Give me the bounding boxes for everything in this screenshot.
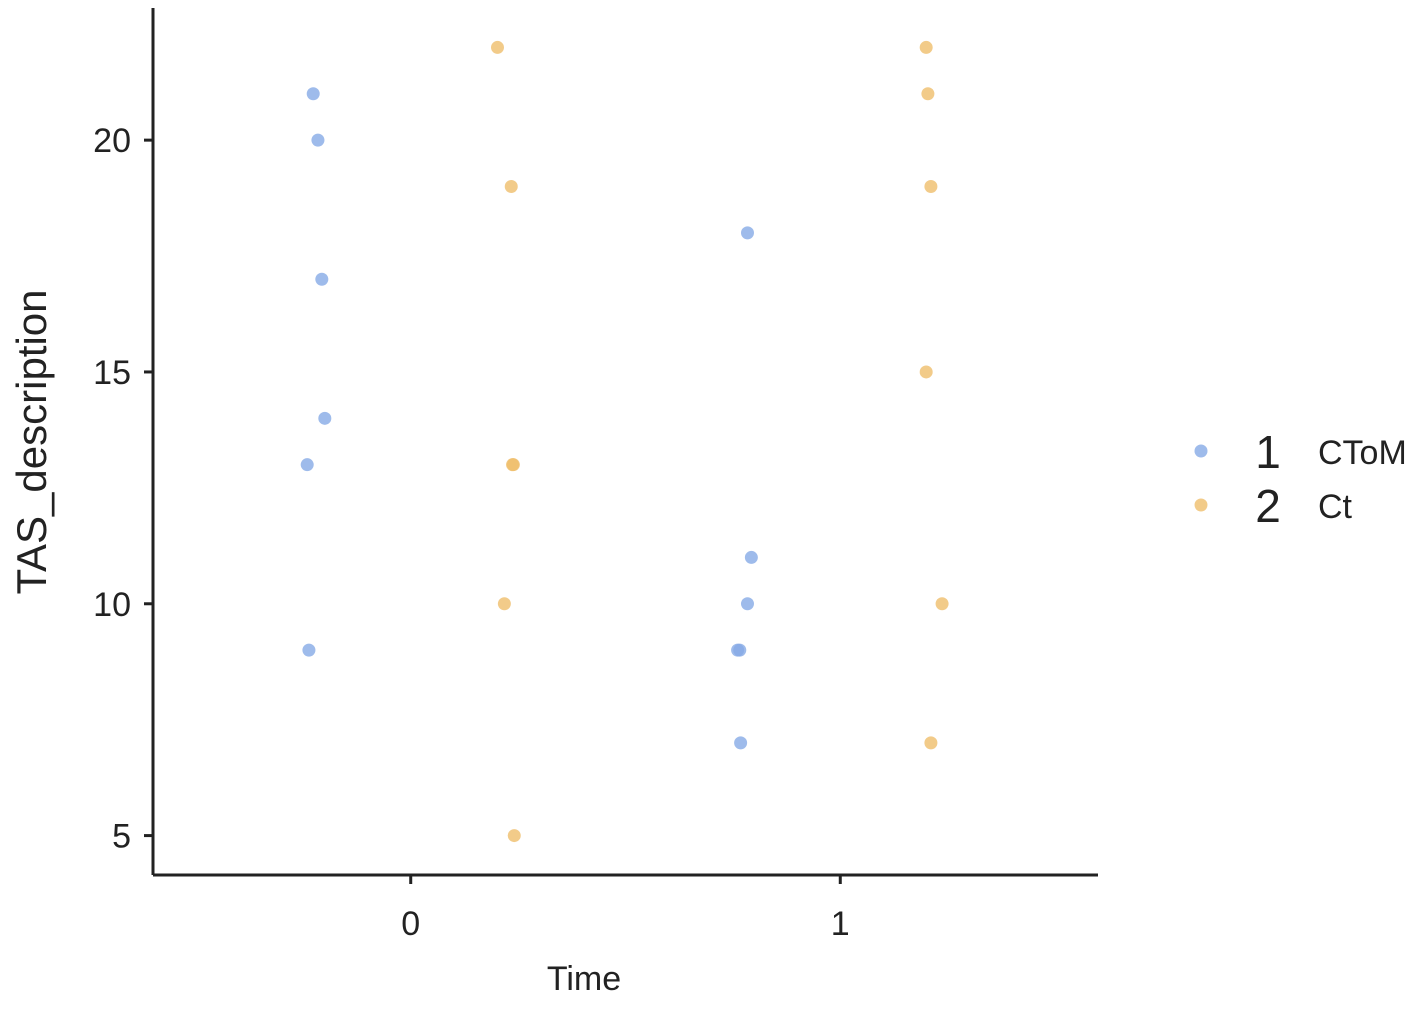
point <box>731 643 745 657</box>
point <box>924 180 938 193</box>
point <box>315 272 329 286</box>
point <box>504 180 518 193</box>
point <box>919 40 933 54</box>
legend-label: Ct <box>1318 488 1353 526</box>
point <box>497 597 511 611</box>
y-axis-label: TAS_description <box>8 289 55 594</box>
y-tick-label: 15 <box>93 354 131 392</box>
point <box>506 458 520 472</box>
x-tick-label: 0 <box>401 905 420 943</box>
legend-marker <box>1194 444 1208 458</box>
point <box>744 550 758 564</box>
point <box>306 87 320 101</box>
point <box>921 87 935 101</box>
point <box>318 411 332 425</box>
point <box>919 365 933 379</box>
point <box>740 226 754 240</box>
legend-marker <box>1194 498 1208 512</box>
y-tick-label: 10 <box>93 586 131 624</box>
y-tick-label: 20 <box>93 122 131 160</box>
y-tick-label: 5 <box>112 818 131 856</box>
point <box>302 643 316 657</box>
point <box>507 829 521 843</box>
point <box>490 40 504 54</box>
legend-label: CToM <box>1318 434 1407 472</box>
point <box>924 736 938 750</box>
point <box>740 597 754 611</box>
x-tick-label: 1 <box>831 905 850 943</box>
point <box>311 133 325 147</box>
point <box>935 597 949 611</box>
legend-label: 1 <box>1255 426 1281 478</box>
x-axis-label: Time <box>547 960 621 998</box>
point <box>734 736 748 750</box>
point <box>300 458 314 472</box>
legend-label: 2 <box>1255 480 1281 532</box>
